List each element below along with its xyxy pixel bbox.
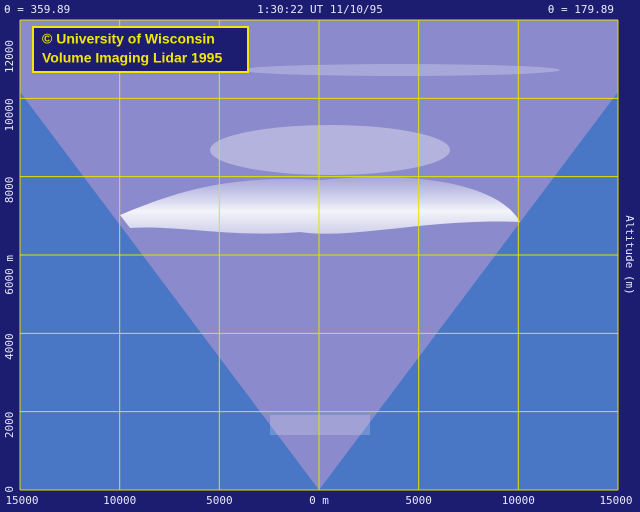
x-tick-label: 15000 <box>599 494 632 507</box>
y-tick-label: 12000 <box>3 40 16 73</box>
y-tick-label: 0 <box>3 486 16 493</box>
cloud-wisp <box>240 64 560 76</box>
y-tick-label: 6000 m <box>3 255 16 295</box>
y-tick-label: 4000 <box>3 333 16 360</box>
left-angle: θ = 359.89 <box>4 3 70 16</box>
x-tick-label: 10000 <box>103 494 136 507</box>
x-tick-label: 5000 <box>206 494 233 507</box>
chart-title: 1:30:22 UT 11/10/95 <box>257 3 383 16</box>
credit-box <box>32 26 249 73</box>
x-tick-label: 10000 <box>502 494 535 507</box>
grid <box>19 19 619 491</box>
haze <box>270 415 370 435</box>
cloud-wisp <box>210 125 450 175</box>
right-angle: θ = 179.89 <box>548 3 614 16</box>
x-tick-label: 5000 <box>405 494 432 507</box>
x-tick-label: 15000 <box>5 494 38 507</box>
credit-line: © University of Wisconsin <box>42 31 215 47</box>
credit-line: Volume Imaging Lidar 1995 <box>42 50 222 66</box>
x-tick-label: 0 m <box>309 494 329 507</box>
cloud-layer <box>120 176 520 234</box>
y-tick-label: 10000 <box>3 98 16 131</box>
y-tick-label: 8000 <box>3 177 16 204</box>
y-axis-label: Altitude (m) <box>623 215 636 294</box>
y-tick-label: 2000 <box>3 412 16 439</box>
